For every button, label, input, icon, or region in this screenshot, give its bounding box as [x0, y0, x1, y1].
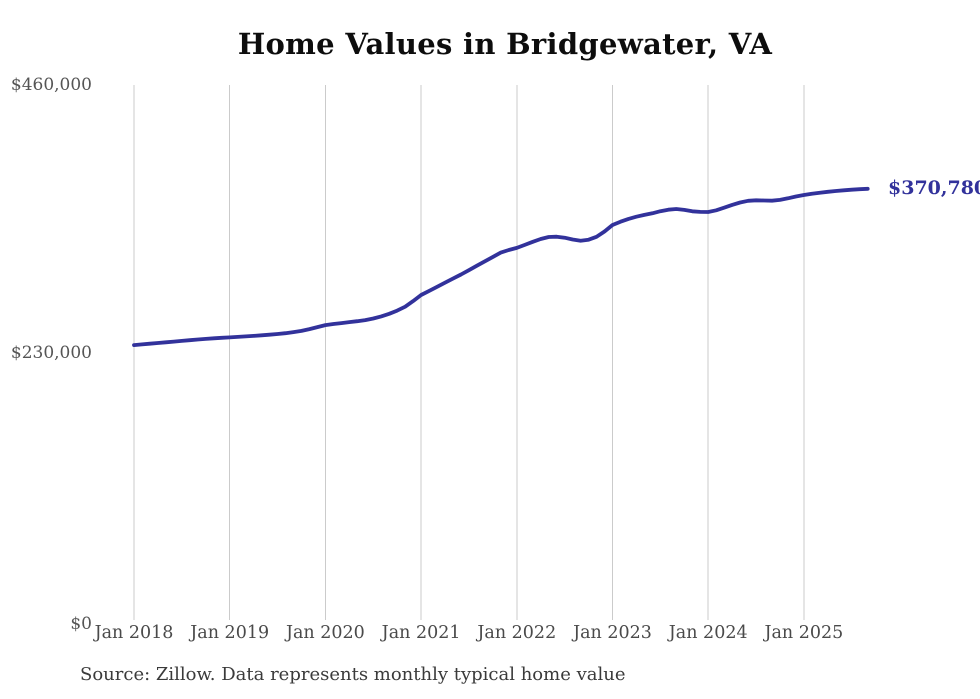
x-tick-label: Jan 2018 — [94, 623, 174, 643]
source-note: Source: Zillow. Data represents monthly … — [80, 664, 626, 685]
y-tick-label: $0 — [70, 614, 92, 634]
final-value-annotation: $370,780 — [888, 177, 980, 199]
y-tick-label: $230,000 — [10, 342, 92, 363]
x-tick-label: Jan 2021 — [381, 623, 461, 643]
x-tick-label: Jan 2022 — [477, 623, 557, 643]
chart-title: Home Values in Bridgewater, VA — [237, 27, 773, 61]
x-tick-label: Jan 2019 — [190, 623, 270, 643]
x-tick-label: Jan 2023 — [573, 623, 652, 643]
x-tick-label: Jan 2020 — [285, 623, 365, 643]
y-tick-label: $460,000 — [10, 75, 92, 95]
x-tick-label: Jan 2025 — [764, 623, 844, 643]
home-value-line — [132, 186, 870, 348]
x-tick-label: Jan 2024 — [668, 623, 748, 643]
